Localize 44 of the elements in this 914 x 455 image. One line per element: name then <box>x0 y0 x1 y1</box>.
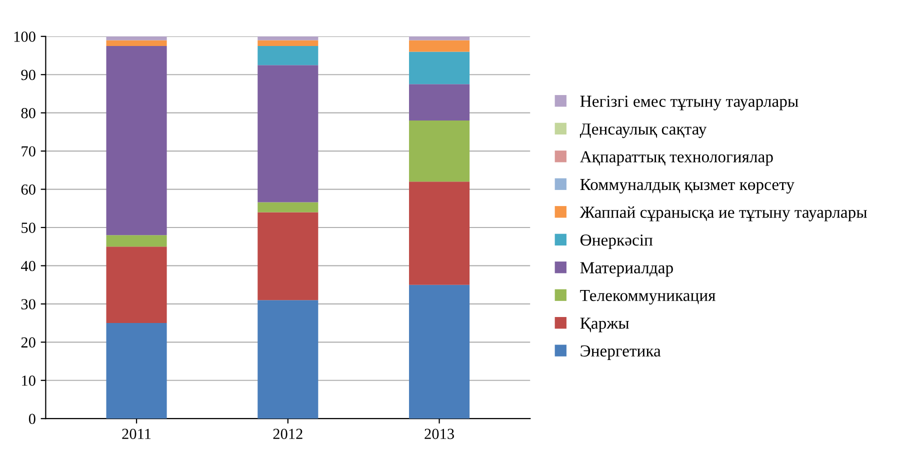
bar <box>106 246 167 324</box>
legend-label: Өнеркәсіп <box>580 234 653 250</box>
bar <box>258 212 318 300</box>
bar <box>106 36 167 40</box>
legend-label: Коммуналдық қызмет көрсету <box>580 179 794 194</box>
bar <box>409 40 470 52</box>
legend-label: Негізгі емес тұтыну тауарлары <box>580 96 798 110</box>
legend-label: Ақпараттық технологиялар <box>580 151 773 166</box>
y-tick-label: 0 <box>28 414 36 424</box>
bar <box>258 36 318 40</box>
y-tick-label: 10 <box>22 376 36 386</box>
y-tick-label: 70 <box>22 146 36 157</box>
y-tick-label: 30 <box>21 299 36 310</box>
bar <box>258 40 318 46</box>
legend-label: Жаппай сұранысқа ие тұтыну тауарлары <box>580 206 867 222</box>
bar <box>106 46 167 236</box>
bar <box>106 323 167 419</box>
bar <box>409 52 470 84</box>
bar <box>258 202 318 212</box>
bar <box>106 40 167 46</box>
legend-label: Энергетика <box>580 345 661 360</box>
y-tick-label: 90 <box>21 70 36 80</box>
bar <box>409 182 470 285</box>
bar <box>258 46 318 66</box>
bar <box>409 284 470 419</box>
bar <box>409 84 470 120</box>
y-tick-label: 60 <box>21 184 36 195</box>
y-tick-label: 20 <box>21 337 36 348</box>
y-tick-label: 40 <box>21 260 36 272</box>
y-tick-label: 100 <box>14 32 36 42</box>
bar <box>106 235 167 247</box>
legend-label: Қаржы <box>580 318 629 332</box>
x-tick-label: 2012 <box>273 428 302 440</box>
legend-label: Денсаулық сақтау <box>580 124 707 138</box>
bar <box>409 36 470 40</box>
y-tick-label: 50 <box>22 222 36 233</box>
x-tick-label: 2013 <box>424 428 454 440</box>
bar <box>409 120 470 182</box>
x-tick-label: 2011 <box>122 428 151 440</box>
bar <box>258 300 318 419</box>
legend-label: Материалдар <box>580 262 673 277</box>
legend-label: Телекоммуникация <box>580 290 716 305</box>
bar <box>258 65 318 202</box>
y-tick-label: 80 <box>21 108 36 118</box>
